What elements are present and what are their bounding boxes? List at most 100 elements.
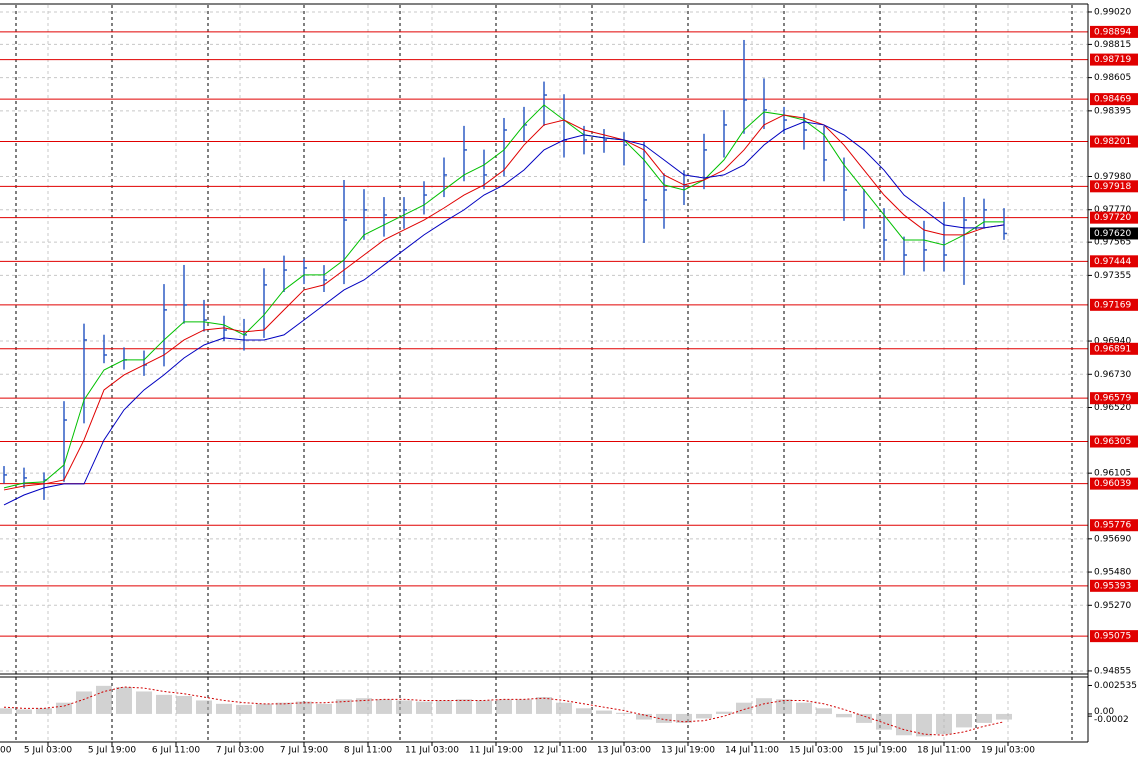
price-layer: [0, 31, 1088, 637]
histogram-bar: [476, 700, 492, 714]
histogram-bar: [0, 708, 12, 714]
level-label: 0.95393: [1094, 581, 1131, 591]
histogram-bar: [296, 701, 312, 714]
level-label: 0.98719: [1094, 55, 1131, 65]
level-label: 0.96579: [1094, 394, 1131, 404]
level-label: 0.96891: [1094, 344, 1131, 354]
y-tick-label: 0.96520: [1094, 403, 1131, 413]
x-tick-label: 00: [0, 746, 12, 756]
level-label: 0.98894: [1094, 27, 1131, 37]
x-tick-label: 15 Jul 19:00: [853, 746, 907, 756]
y-tick-label: 0.98395: [1094, 106, 1131, 116]
histogram-bar: [936, 713, 952, 735]
level-label-box: [1090, 298, 1138, 311]
last-price-box: [1090, 227, 1138, 240]
histogram-bar: [236, 704, 252, 714]
level-label-box: [1090, 180, 1138, 193]
level-label-box: [1090, 135, 1138, 148]
y-tick-label: 0.97770: [1094, 205, 1131, 215]
histogram-bar: [76, 691, 92, 714]
histogram-bar: [836, 713, 852, 718]
x-tick-label: 13 Jul 19:00: [661, 746, 715, 756]
histogram-bar: [536, 697, 552, 714]
histogram-bar: [636, 713, 652, 720]
y-tick-label: 0.97565: [1094, 238, 1131, 248]
x-tick-label: 5 Jul 03:00: [24, 746, 73, 756]
histogram-bar: [796, 702, 812, 714]
y-tick-label: 0.95270: [1094, 601, 1131, 611]
level-label-box: [1090, 211, 1138, 224]
histogram-bar: [556, 702, 572, 714]
level-label: 0.97444: [1094, 257, 1131, 267]
signal-line: [3, 686, 1005, 736]
histogram-bar: [156, 694, 172, 714]
x-tick-label: 5 Jul 19:00: [88, 746, 137, 756]
histogram-bar: [756, 698, 772, 714]
histogram-bar: [136, 691, 152, 714]
histogram-bar: [856, 713, 872, 723]
level-label-box: [1090, 519, 1138, 532]
histogram-bar: [976, 713, 992, 723]
histogram-bar: [376, 699, 392, 714]
histogram-bar: [696, 713, 712, 719]
histogram-bar: [616, 712, 632, 714]
histogram-bar: [996, 713, 1012, 720]
x-tick-label: 15 Jul 03:00: [789, 746, 843, 756]
level-label-box: [1090, 93, 1138, 106]
level-label-box: [1090, 342, 1138, 355]
histogram-bar: [416, 701, 432, 714]
y-tick-label: 0.98815: [1094, 40, 1131, 50]
histogram-bar: [576, 708, 592, 714]
level-label-box: [1090, 477, 1138, 490]
histogram-bar: [36, 708, 52, 714]
histogram-bar: [16, 709, 32, 714]
osc-y-tick-label: -0.0002: [1094, 715, 1129, 725]
histogram-bar: [956, 713, 972, 728]
x-tick-label: 12 Jul 11:00: [533, 746, 587, 756]
grid-layer: [0, 5, 1088, 742]
histogram-bar: [256, 703, 272, 714]
histogram-bar: [56, 702, 72, 714]
histogram-bar: [896, 713, 912, 736]
histogram-bar: [436, 700, 452, 714]
histogram-bar: [216, 703, 232, 714]
level-label-box: [1090, 25, 1138, 38]
x-tick-label: 11 Jul 19:00: [469, 746, 523, 756]
level-label: 0.96039: [1094, 479, 1131, 489]
y-tick-label: 0.94855: [1094, 666, 1131, 676]
histogram-bar: [176, 695, 192, 714]
level-label-box: [1090, 255, 1138, 268]
histogram-bar: [776, 699, 792, 714]
x-tick-label: 19 Jul 03:00: [981, 746, 1035, 756]
oscillator-layer: [0, 685, 1012, 737]
level-label: 0.97918: [1094, 182, 1131, 192]
y-tick-label: 0.98605: [1094, 73, 1131, 83]
y-tick-label: 0.95480: [1094, 568, 1131, 578]
moving-average: [3, 104, 1004, 489]
histogram-bar: [656, 713, 672, 723]
x-tick-label: 8 Jul 11:00: [344, 746, 393, 756]
histogram-bar: [816, 708, 832, 714]
moving-average: [3, 114, 1005, 491]
y-tick-label: 0.96730: [1094, 370, 1131, 380]
histogram-bar: [456, 699, 472, 714]
histogram-bar: [916, 713, 932, 737]
histogram-bar: [716, 711, 732, 714]
x-tick-label: 11 Jul 03:00: [405, 746, 459, 756]
level-label: 0.98469: [1094, 95, 1131, 105]
y-tick-label: 0.97355: [1094, 271, 1131, 281]
y-tick-label: 0.95690: [1094, 534, 1131, 544]
level-label-box: [1090, 630, 1138, 643]
histogram-bar: [676, 713, 692, 723]
histogram-bar: [396, 700, 412, 714]
y-tick-label: 0.99020: [1094, 7, 1131, 17]
histogram-bar: [336, 699, 352, 714]
histogram-bar: [196, 700, 212, 714]
histogram-bar: [516, 699, 532, 714]
y-tick-label: 0.96940: [1094, 337, 1131, 347]
level-label: 0.96305: [1094, 437, 1131, 447]
moving-average: [3, 121, 1005, 506]
histogram-bar: [116, 686, 132, 714]
